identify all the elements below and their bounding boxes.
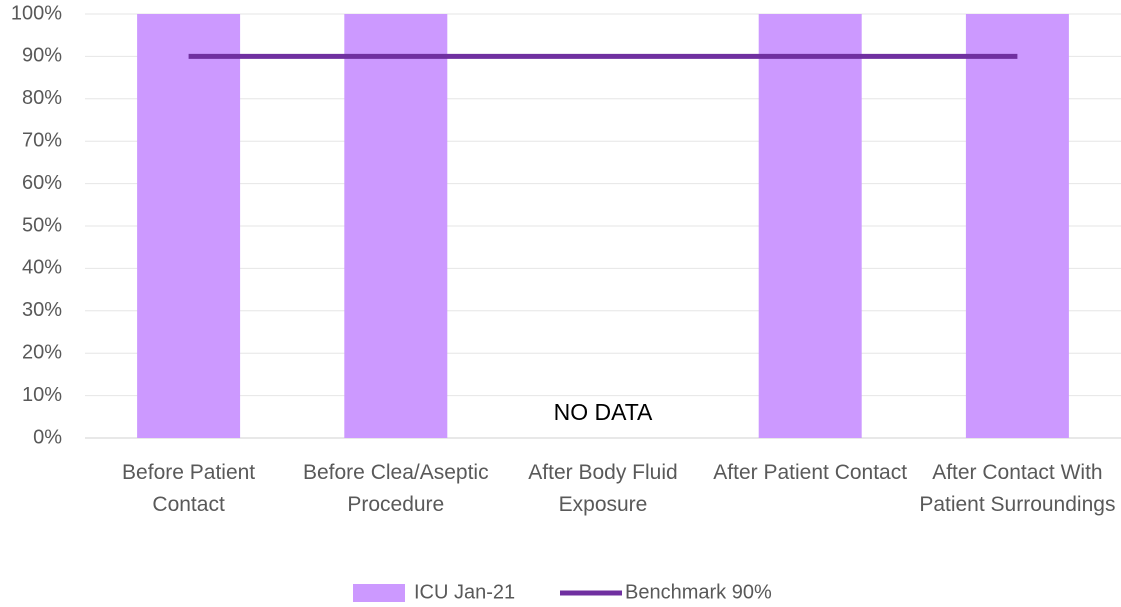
y-tick-label: 100% xyxy=(11,2,62,24)
x-tick-label: Before Patient Contact xyxy=(122,461,256,516)
y-tick-label: 80% xyxy=(22,87,62,109)
y-tick-label: 40% xyxy=(22,257,62,279)
x-tick-label: Before Clea/Aseptic Procedure xyxy=(302,461,489,516)
y-tick-label: 30% xyxy=(22,299,62,321)
y-tick-label: 70% xyxy=(22,129,62,151)
bar xyxy=(965,14,1069,438)
y-tick-label: 20% xyxy=(22,341,62,363)
y-tick-label: 60% xyxy=(22,172,62,194)
x-tick-label: After Contact With Patient Surroundings xyxy=(919,461,1116,516)
y-tick-label: 0% xyxy=(33,426,62,448)
bar xyxy=(758,14,862,438)
x-tick-label: After Patient Contact xyxy=(713,461,908,484)
bar xyxy=(137,14,241,438)
x-tick-label: After Body Fluid Exposure xyxy=(528,461,678,516)
y-tick-label: 10% xyxy=(22,384,62,406)
legend-label: ICU Jan-21 xyxy=(414,581,515,603)
y-tick-label: 50% xyxy=(22,214,62,236)
legend-label: Benchmark 90% xyxy=(625,581,772,603)
legend-swatch xyxy=(353,584,405,602)
annotation: NO DATA xyxy=(554,399,653,425)
bar xyxy=(344,14,448,438)
y-tick-label: 90% xyxy=(22,45,62,67)
